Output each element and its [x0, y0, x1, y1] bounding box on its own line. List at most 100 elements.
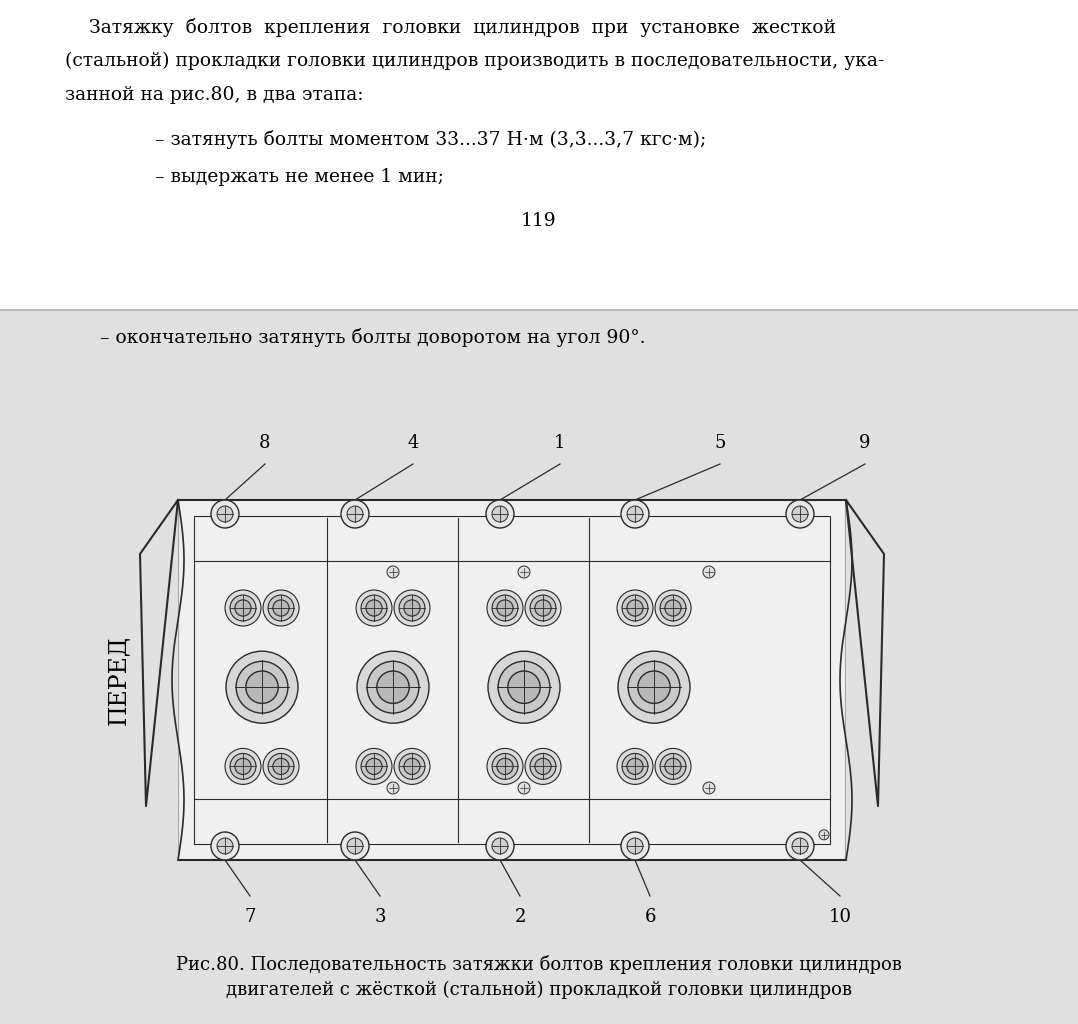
Text: (стальной) прокладки головки цилиндров производить в последовательности, ука-: (стальной) прокладки головки цилиндров п… [65, 52, 884, 71]
Circle shape [235, 600, 251, 616]
Circle shape [399, 595, 425, 621]
Circle shape [792, 506, 808, 522]
Text: 7: 7 [245, 908, 255, 926]
Circle shape [225, 749, 261, 784]
Circle shape [399, 754, 425, 779]
Circle shape [356, 749, 392, 784]
Circle shape [497, 759, 513, 774]
Circle shape [638, 671, 671, 703]
Circle shape [492, 506, 508, 522]
Text: 5: 5 [715, 434, 725, 452]
Circle shape [508, 671, 540, 703]
Circle shape [819, 829, 829, 840]
Text: – выдержать не менее 1 мин;: – выдержать не менее 1 мин; [155, 168, 444, 186]
Circle shape [535, 600, 551, 616]
Circle shape [273, 759, 289, 774]
Circle shape [217, 506, 233, 522]
Circle shape [792, 838, 808, 854]
Circle shape [622, 595, 648, 621]
Circle shape [404, 600, 420, 616]
Text: занной на рис.80, в два этапа:: занной на рис.80, в два этапа: [65, 86, 363, 104]
Bar [0, 310, 1078, 1024]
Circle shape [703, 782, 715, 794]
Circle shape [628, 662, 680, 713]
Circle shape [627, 838, 642, 854]
Circle shape [217, 838, 233, 854]
Circle shape [368, 662, 419, 713]
Text: Рис.80. Последовательность затяжки болтов крепления головки цилиндров: Рис.80. Последовательность затяжки болто… [176, 955, 902, 974]
Circle shape [263, 749, 299, 784]
Circle shape [211, 500, 239, 528]
Circle shape [211, 831, 239, 860]
Circle shape [530, 595, 556, 621]
Text: – окончательно затянуть болты доворотом на угол 90°.: – окончательно затянуть болты доворотом … [100, 328, 646, 347]
Text: двигателей с жёсткой (стальной) прокладкой головки цилиндров: двигателей с жёсткой (стальной) прокладк… [226, 981, 852, 999]
Circle shape [665, 600, 681, 616]
Circle shape [404, 759, 420, 774]
Circle shape [225, 590, 261, 626]
Circle shape [487, 749, 523, 784]
Circle shape [357, 651, 429, 723]
Circle shape [268, 754, 294, 779]
Bar [178, 500, 846, 860]
Circle shape [365, 600, 382, 616]
Circle shape [627, 759, 644, 774]
Text: 10: 10 [829, 908, 852, 926]
Text: – затянуть болты моментом 33...37 Н·м (3,3...3,7 кгс·м);: – затянуть болты моментом 33...37 Н·м (3… [155, 130, 706, 150]
Circle shape [230, 595, 255, 621]
Circle shape [618, 651, 690, 723]
Text: 4: 4 [407, 434, 418, 452]
Circle shape [530, 754, 556, 779]
Bar [0, 0, 1078, 310]
Circle shape [617, 590, 653, 626]
Circle shape [486, 831, 514, 860]
Circle shape [492, 595, 517, 621]
Circle shape [660, 595, 686, 621]
Circle shape [617, 749, 653, 784]
Circle shape [488, 651, 559, 723]
Text: 1: 1 [554, 434, 566, 452]
Circle shape [703, 566, 715, 578]
Text: 3: 3 [374, 908, 386, 926]
Circle shape [226, 651, 298, 723]
Polygon shape [846, 500, 884, 860]
Bar [194, 516, 830, 844]
Circle shape [786, 831, 814, 860]
Circle shape [621, 500, 649, 528]
Circle shape [525, 590, 561, 626]
Circle shape [655, 749, 691, 784]
Circle shape [361, 754, 387, 779]
Circle shape [246, 671, 278, 703]
Circle shape [627, 600, 644, 616]
Circle shape [498, 662, 550, 713]
Circle shape [492, 754, 517, 779]
Circle shape [356, 590, 392, 626]
Text: 6: 6 [645, 908, 655, 926]
Polygon shape [140, 500, 178, 860]
Circle shape [786, 500, 814, 528]
Circle shape [268, 595, 294, 621]
Circle shape [627, 506, 642, 522]
Circle shape [519, 566, 530, 578]
Circle shape [263, 590, 299, 626]
Circle shape [621, 831, 649, 860]
Circle shape [622, 754, 648, 779]
Circle shape [393, 749, 430, 784]
Circle shape [525, 749, 561, 784]
Circle shape [519, 782, 530, 794]
Text: 2: 2 [514, 908, 526, 926]
Text: 8: 8 [259, 434, 271, 452]
Circle shape [235, 759, 251, 774]
Circle shape [486, 500, 514, 528]
Text: Затяжку  болтов  крепления  головки  цилиндров  при  установке  жесткой: Затяжку болтов крепления головки цилиндр… [65, 18, 837, 37]
Circle shape [387, 566, 399, 578]
Circle shape [273, 600, 289, 616]
Circle shape [535, 759, 551, 774]
Circle shape [497, 600, 513, 616]
Circle shape [487, 590, 523, 626]
Text: 119: 119 [521, 212, 557, 230]
Circle shape [341, 500, 369, 528]
Circle shape [347, 838, 363, 854]
Circle shape [387, 782, 399, 794]
Circle shape [341, 831, 369, 860]
